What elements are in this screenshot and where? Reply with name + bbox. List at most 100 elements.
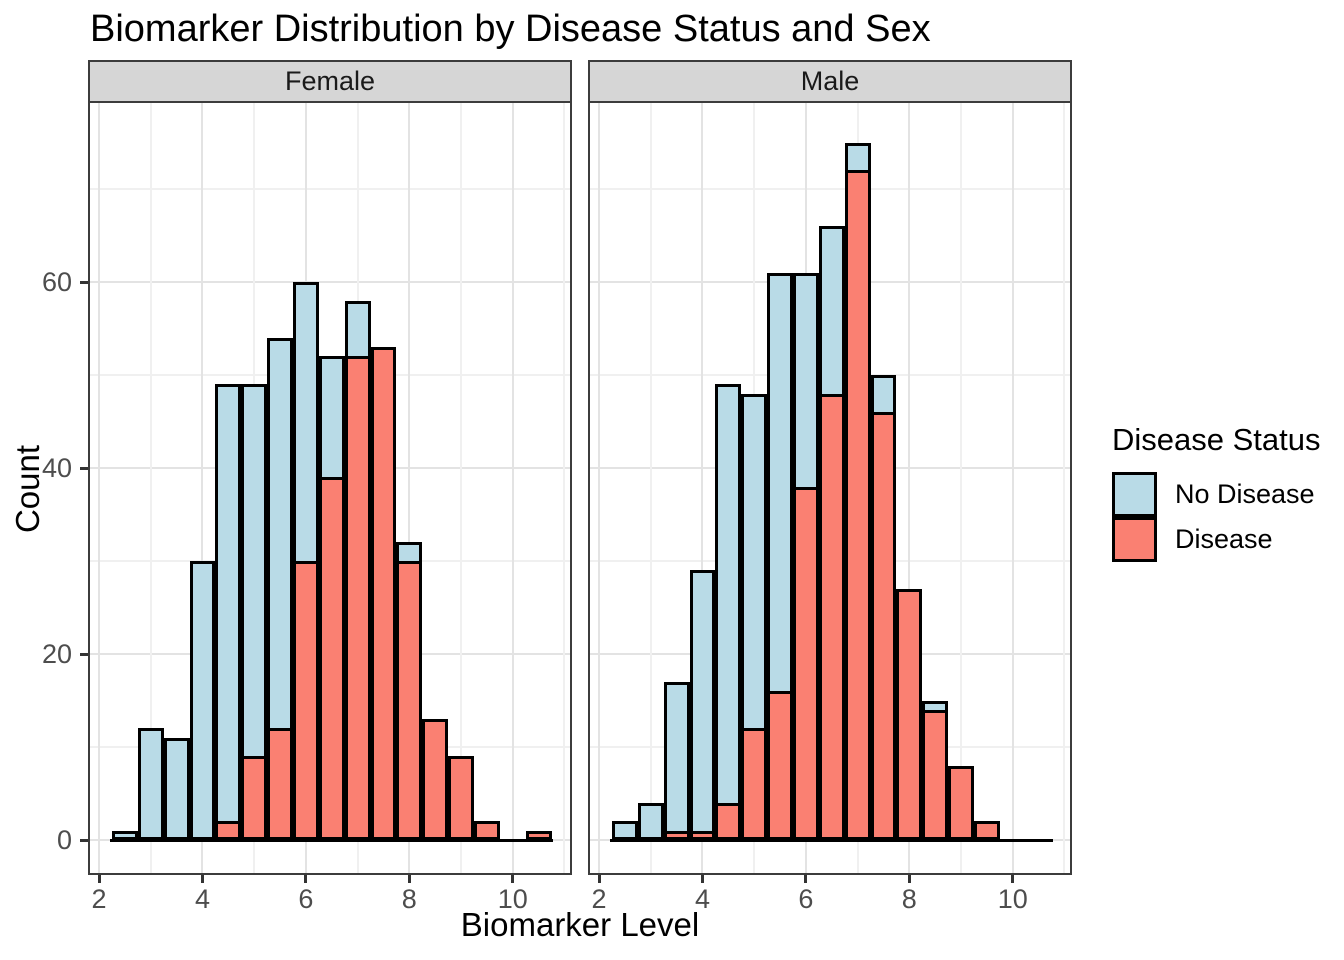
bar-male-disease bbox=[922, 709, 949, 840]
panel-female bbox=[88, 101, 572, 875]
x-tick-label: 8 bbox=[901, 884, 917, 914]
bar-female-disease bbox=[215, 821, 242, 840]
bar-female-no-disease bbox=[189, 561, 216, 840]
x-tick-mark bbox=[1011, 875, 1015, 883]
x-tick-mark bbox=[597, 875, 601, 883]
gridline-y-minor bbox=[90, 188, 570, 190]
bar-female-disease bbox=[525, 830, 552, 840]
y-tick-label: 40 bbox=[41, 453, 72, 483]
gridline-x-major bbox=[1011, 103, 1014, 873]
gridline-x-major bbox=[408, 103, 411, 873]
x-tick-mark bbox=[511, 875, 515, 883]
bar-male-disease bbox=[948, 765, 974, 840]
bar-male-disease bbox=[818, 393, 845, 840]
x-tick-mark bbox=[804, 875, 808, 883]
bar-male-disease bbox=[973, 821, 1000, 840]
bar-female-disease bbox=[267, 728, 293, 840]
y-tick-label: 0 bbox=[56, 825, 72, 855]
x-tick-mark bbox=[304, 875, 308, 883]
panel-male bbox=[588, 101, 1072, 875]
facet-strip-male-label: Male bbox=[800, 66, 860, 96]
bar-male-no-disease bbox=[663, 681, 690, 840]
y-axis-title: Count bbox=[9, 444, 46, 534]
facet-strip-female-label: Female bbox=[284, 66, 376, 96]
gridline-x-major bbox=[908, 103, 911, 873]
gridline-y-major bbox=[90, 281, 570, 283]
y-tick-label: 20 bbox=[41, 639, 72, 669]
bar-female-no-disease bbox=[215, 384, 242, 840]
bar-female-no-disease bbox=[137, 728, 164, 840]
gridline-x-major bbox=[201, 103, 204, 873]
bar-female-disease bbox=[473, 821, 500, 840]
gridline-x-minor bbox=[1063, 103, 1066, 873]
chart-title: Biomarker Distribution by Disease Status… bbox=[90, 8, 931, 50]
bar-male-disease bbox=[715, 802, 742, 840]
x-tick-mark bbox=[407, 875, 411, 883]
gridline-y-minor bbox=[590, 188, 1070, 190]
bar-male-no-disease bbox=[689, 570, 716, 840]
legend-keys: No Disease Disease bbox=[1112, 472, 1342, 562]
histogram-baseline bbox=[110, 838, 553, 842]
x-tick-label: 2 bbox=[591, 884, 607, 914]
gridline-x-major bbox=[98, 103, 101, 873]
facet-strip-male: Male bbox=[588, 60, 1072, 103]
x-tick-label: 4 bbox=[194, 884, 210, 914]
x-tick-mark bbox=[200, 875, 204, 883]
legend-item-disease: Disease bbox=[1112, 517, 1342, 562]
bar-female-disease bbox=[396, 561, 423, 840]
bar-female-disease bbox=[370, 347, 397, 840]
bar-female-disease bbox=[318, 477, 345, 840]
legend-swatch-disease bbox=[1112, 517, 1157, 562]
legend-title: Disease Status bbox=[1112, 422, 1321, 457]
gridline-x-major bbox=[598, 103, 601, 873]
x-axis-title: Biomarker Level bbox=[460, 906, 700, 943]
bar-female-no-disease bbox=[111, 830, 138, 840]
gridline-x-minor bbox=[649, 103, 652, 873]
x-tick-label: 10 bbox=[497, 884, 528, 914]
bar-male-disease bbox=[792, 486, 819, 840]
gridline-x-minor bbox=[149, 103, 152, 873]
bar-male-no-disease bbox=[611, 821, 638, 840]
legend-label-no-disease: No Disease bbox=[1175, 479, 1315, 509]
bar-male-no-disease bbox=[715, 384, 742, 840]
gridline-x-major bbox=[511, 103, 514, 873]
legend: Disease Status No Disease Disease bbox=[1112, 422, 1342, 562]
x-tick-label: 10 bbox=[997, 884, 1028, 914]
bar-female-disease bbox=[344, 356, 371, 840]
gridline-x-minor bbox=[460, 103, 463, 873]
bar-male-disease bbox=[741, 728, 768, 840]
x-tick-mark bbox=[907, 875, 911, 883]
gridline-x-major bbox=[701, 103, 704, 873]
gridline-x-minor bbox=[563, 103, 566, 873]
x-tick-label: 2 bbox=[91, 884, 107, 914]
histogram-baseline bbox=[610, 838, 1053, 842]
bar-female-no-disease bbox=[163, 737, 190, 840]
y-tick-mark bbox=[80, 466, 88, 470]
gridline-x-minor bbox=[960, 103, 963, 873]
bar-female-disease bbox=[241, 756, 268, 840]
y-tick-label: 60 bbox=[41, 267, 72, 297]
x-tick-label: 4 bbox=[694, 884, 710, 914]
y-tick-mark bbox=[80, 838, 88, 842]
bar-male-no-disease bbox=[637, 802, 664, 840]
legend-label-disease: Disease bbox=[1175, 524, 1273, 554]
x-tick-label: 8 bbox=[401, 884, 417, 914]
bar-male-disease bbox=[870, 412, 897, 840]
x-tick-label: 6 bbox=[298, 884, 314, 914]
bar-female-disease bbox=[448, 756, 474, 840]
x-tick-mark bbox=[97, 875, 101, 883]
bar-female-disease bbox=[422, 719, 449, 840]
y-tick-mark bbox=[80, 280, 88, 284]
facet-strip-female: Female bbox=[88, 60, 572, 103]
bar-male-disease bbox=[689, 830, 716, 840]
legend-swatch-no-disease bbox=[1112, 472, 1157, 517]
legend-item-no-disease: No Disease bbox=[1112, 472, 1342, 517]
bar-male-disease bbox=[663, 830, 690, 840]
y-tick-mark bbox=[80, 652, 88, 656]
bar-male-disease bbox=[844, 170, 871, 840]
x-tick-label: 6 bbox=[798, 884, 814, 914]
bar-male-disease bbox=[896, 588, 923, 840]
x-tick-mark bbox=[700, 875, 704, 883]
bar-male-disease bbox=[767, 691, 793, 840]
